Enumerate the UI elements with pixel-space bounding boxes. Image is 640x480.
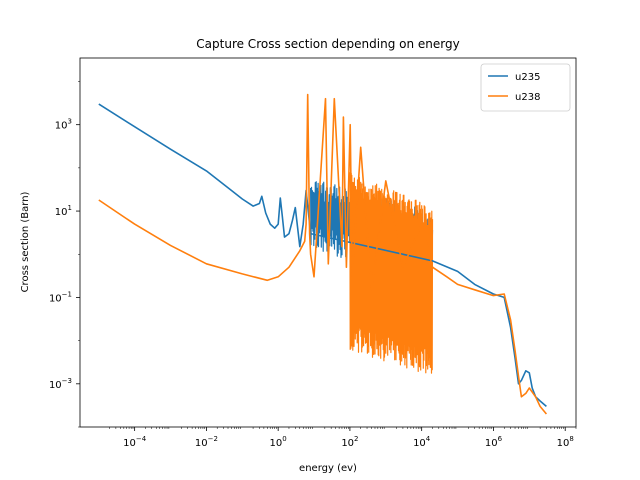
x-tick-label: 108 (557, 435, 574, 449)
y-axis-label: Cross section (Barn) (20, 191, 31, 292)
y-tick-label: 103 (55, 118, 72, 132)
legend: u235 u238 (480, 63, 571, 112)
x-tick-label: 10−4 (123, 435, 147, 449)
x-tick-label: 10−2 (195, 435, 218, 449)
series-line-u235 (98, 103, 547, 408)
x-tick-label: 102 (341, 435, 358, 449)
legend-label-u238: u238 (515, 92, 540, 103)
y-axis-ticks: 10−3 10−1 101 103 (49, 81, 80, 428)
y-tick-label: 101 (55, 204, 72, 218)
x-axis-ticks: 10−4 10−2 100 102 104 106 108 (109, 427, 577, 449)
series-line-u238 (98, 93, 548, 415)
x-axis-label: energy (ev) (299, 463, 357, 474)
y-tick-label: 10−3 (49, 377, 72, 391)
plot-frame (79, 57, 577, 428)
y-tick-label: 10−1 (49, 290, 72, 304)
legend-label-u235: u235 (515, 72, 540, 83)
x-tick-label: 100 (270, 435, 287, 449)
chart-title: Capture Cross section depending on energ… (196, 37, 459, 51)
x-tick-label: 104 (413, 435, 431, 449)
x-tick-label: 106 (485, 435, 503, 449)
series-band-u238 (349, 172, 434, 374)
series-layer (98, 93, 548, 415)
